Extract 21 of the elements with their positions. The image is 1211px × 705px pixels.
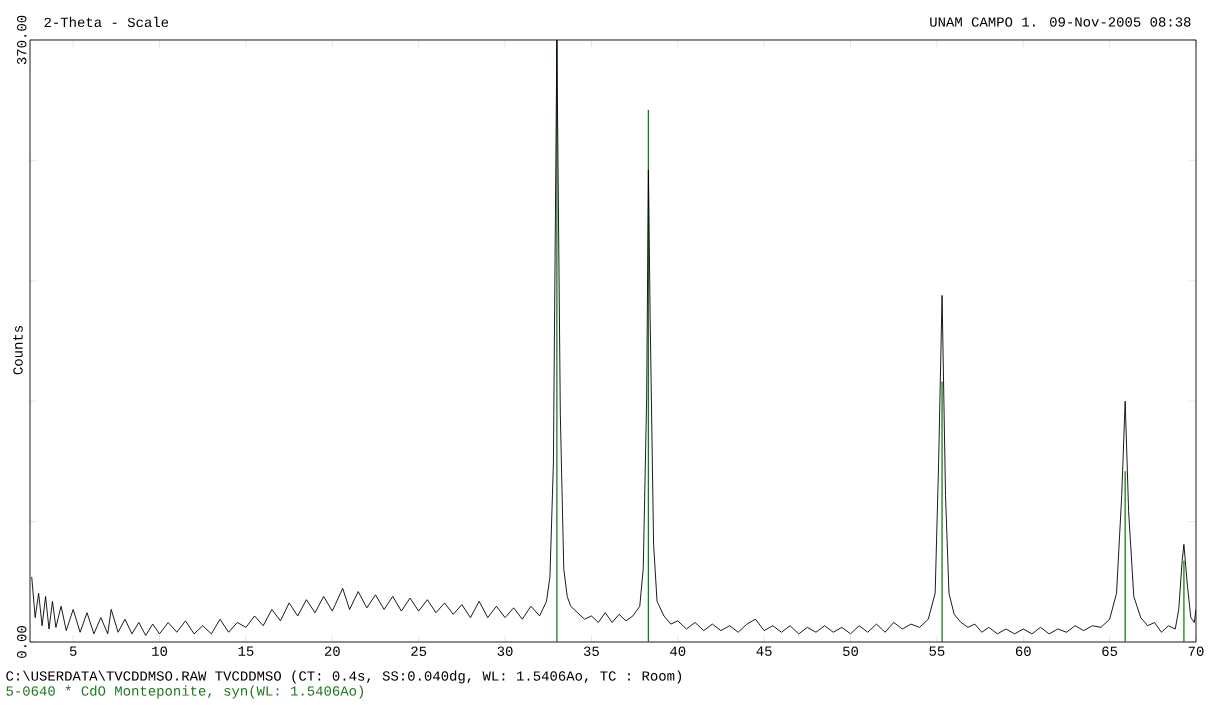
x-tick-label: 65 [1102, 646, 1118, 656]
x-tick-label: 50 [843, 646, 859, 656]
x-tick-label: 60 [1015, 646, 1031, 656]
x-tick-label: 30 [497, 646, 513, 656]
x-tick-label: 25 [411, 646, 427, 656]
x-tick-label: 55 [929, 646, 945, 656]
chart-title: UNAM CAMPO 1. 09-Nov-2005 08:38 [930, 17, 1191, 27]
x-tick-label: 5 [69, 646, 77, 656]
x-tick-label: 15 [238, 646, 254, 656]
x-tick-label: 10 [152, 646, 168, 656]
x-tick-label: 70 [1188, 646, 1204, 656]
text: 5-0640 * CdO Monteponite, syn(WL: 1.5406Ao) [6, 685, 364, 699]
y-tick-label: 370.00 [17, 15, 27, 65]
x-axis-title: 2-Theta - Scale [44, 16, 169, 28]
x-tick-label: 20 [324, 646, 340, 656]
x-tick-label: 40 [670, 646, 686, 656]
y-axis-title: Counts [13, 326, 23, 375]
text: C:\USERDATA\TVCDDMSO.RAW TVCDDMSO (CT: 0.4s, SS:0.040dg, WL: 1.5406Ao, TC : Room) [6, 670, 682, 684]
y-tick-label: 0.00 [17, 626, 27, 658]
x-tick-label: 45 [756, 646, 772, 656]
x-tick-label: 35 [583, 646, 599, 656]
